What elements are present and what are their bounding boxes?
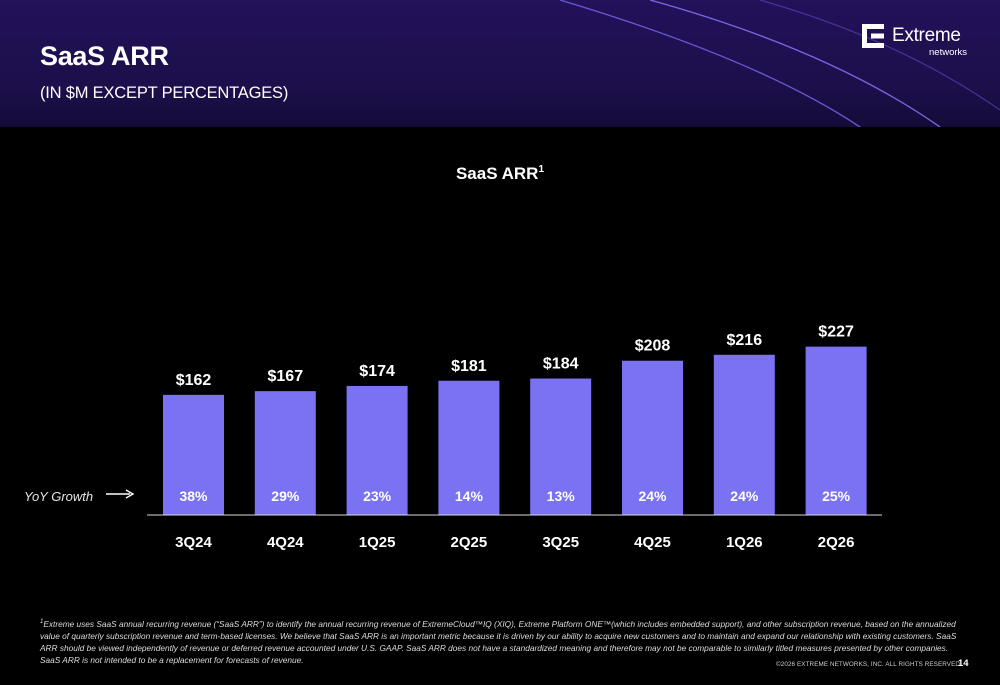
x-tick-label: 1Q26 (726, 534, 763, 551)
value-label: $227 (818, 324, 854, 341)
bar-2Q25 (438, 380, 500, 515)
x-tick-label: 1Q25 (359, 534, 396, 551)
yoy-growth-value: 13% (547, 488, 576, 504)
value-label: $208 (635, 338, 671, 355)
bar-4Q25 (622, 360, 683, 515)
yoy-growth-value: 24% (730, 488, 759, 504)
page-title: SaaS ARR (40, 41, 169, 71)
value-label: $184 (543, 356, 579, 373)
value-label: $162 (176, 372, 212, 389)
yoy-growth-value: 14% (455, 488, 484, 504)
bar-3Q24 (163, 394, 224, 515)
x-tick-label: 2Q26 (818, 534, 855, 551)
page-number: 14 (958, 658, 969, 669)
bar-3Q25 (530, 378, 592, 515)
extreme-networks-logo: Extreme networks (862, 24, 972, 60)
x-tick-label: 3Q24 (175, 534, 212, 551)
yoy-growth-value: 23% (363, 488, 392, 504)
logo-wordmark: Extreme (892, 25, 961, 46)
x-tick-label: 4Q24 (267, 534, 304, 551)
arrow-right-icon (106, 489, 135, 499)
value-label: $174 (359, 363, 395, 380)
yoy-growth-value: 38% (179, 488, 208, 504)
yoy-growth-value: 24% (638, 488, 667, 504)
x-tick-label: 3Q25 (542, 534, 579, 551)
value-label: $216 (727, 332, 763, 349)
bar-4Q24 (254, 391, 316, 515)
decorative-arcs (559, 0, 1000, 127)
x-tick-label: 2Q25 (451, 534, 488, 551)
copyright-notice: ©2026 EXTREME NETWORKS, INC. ALL RIGHTS … (776, 661, 962, 668)
chart-title: SaaS ARR1 (456, 164, 545, 183)
yoy-growth-label: YoY Growth (24, 489, 94, 504)
value-label: $167 (268, 368, 304, 385)
footnote-text: Extreme uses SaaS annual recurring reven… (40, 618, 957, 665)
yoy-growth-value: 29% (271, 488, 300, 504)
extreme-logo-icon (862, 24, 884, 48)
bar-1Q25 (346, 385, 408, 515)
yoy-growth-value: 25% (822, 488, 851, 504)
footnote: 1Extreme uses SaaS annual recurring reve… (40, 616, 960, 666)
bar-1Q26 (713, 354, 775, 515)
x-tick-label: 4Q25 (634, 534, 671, 551)
logo-subtext: networks (929, 47, 968, 58)
saas-arr-chart: SaaS ARR1 $162 38% 3Q24 $167 29% 4Q24 $174 23% 1Q… (147, 164, 882, 551)
value-label: $181 (451, 358, 487, 375)
bar-2Q26 (805, 346, 867, 515)
header-banner: SaaS ARR (IN $M EXCEPT PERCENTAGES) Extr… (0, 0, 1000, 127)
page-subtitle: (IN $M EXCEPT PERCENTAGES) (40, 84, 289, 102)
footnote-marker: 1 (40, 619, 44, 625)
